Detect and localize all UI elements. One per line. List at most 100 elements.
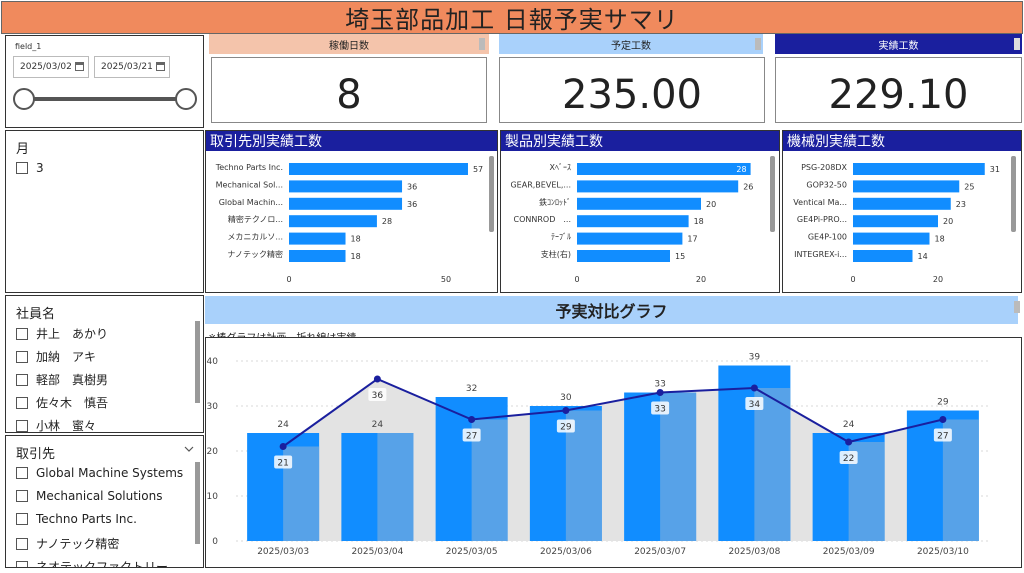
date-range-start-handle[interactable]: [13, 88, 35, 110]
kpi-actual-hours-value: 229.10: [828, 72, 969, 118]
checkbox[interactable]: [16, 350, 28, 363]
plan-data-label: 32: [466, 384, 477, 394]
actual-overlay: [660, 392, 697, 541]
x-tick-label: 2025/03/04: [351, 547, 403, 557]
kpi-handle[interactable]: [1014, 38, 1020, 50]
actual-point: [750, 384, 758, 392]
y-tick-label: 0: [212, 537, 218, 547]
plan-data-label: 33: [654, 380, 665, 390]
month-slicer-title: 月: [16, 142, 30, 157]
x-tick-label: 20: [696, 275, 706, 284]
bar-data-label: 26: [743, 182, 753, 191]
date-range-end-handle[interactable]: [175, 88, 197, 110]
employee-slicer-title: 社員名: [16, 307, 56, 322]
chevron-down-icon[interactable]: [184, 446, 194, 453]
client-bar-chart[interactable]: Techno Parts Inc. 57 Mechanical Sol... 36 Gl…: [206, 152, 497, 292]
employee-option[interactable]: 加納 アキ: [16, 348, 96, 365]
bar-category-label: Global Machin...: [219, 198, 283, 207]
checkbox[interactable]: [16, 327, 28, 340]
bar-data-label: 28: [382, 217, 392, 226]
actual-label-pill: [462, 428, 481, 442]
actual-overlay: [377, 433, 414, 541]
employee-option[interactable]: 軽部 真樹男: [16, 371, 108, 388]
kpi-working-days-value: 8: [336, 72, 362, 118]
bar: [289, 215, 377, 228]
bar-data-label: 57: [473, 165, 483, 174]
y-tick-label: 40: [207, 357, 219, 367]
client-option[interactable]: ナノテック精密: [16, 535, 119, 552]
checkbox[interactable]: [16, 467, 28, 479]
machine-bar-chart-title: 機械別実績工数: [783, 131, 1021, 151]
client-slicer: 取引先 Global Machine Systems Mechanical So…: [5, 435, 204, 568]
actual-label-pill: [933, 428, 952, 442]
bar-category-label: 鉄ｺﾝﾛｯﾄﾞ: [539, 197, 571, 207]
client-option-label: Mechanical Solutions: [36, 489, 163, 503]
kpi-handle[interactable]: [755, 38, 761, 50]
bar: [853, 215, 938, 228]
checkbox[interactable]: [16, 537, 28, 550]
checkbox[interactable]: [16, 560, 28, 567]
client-option[interactable]: Mechanical Solutions: [16, 489, 162, 503]
client-option[interactable]: Global Machine Systems: [16, 466, 183, 480]
end-date-value: 2025/03/21: [101, 62, 153, 72]
checkbox[interactable]: [16, 490, 28, 502]
x-tick-label: 2025/03/03: [257, 547, 309, 557]
actual-point: [468, 416, 476, 423]
bar-category-label: 精密テクノロ...: [228, 214, 283, 224]
checkbox[interactable]: [16, 373, 28, 386]
checkbox[interactable]: [16, 396, 28, 409]
product-bar-chart[interactable]: Xﾍﾞｰｽ 28 GEAR,BEVEL,... 26 鉄ｺﾝﾛｯﾄﾞ 20 CONNROD …: [501, 152, 779, 292]
month-option[interactable]: 3: [16, 161, 44, 175]
x-tick-label: 0: [850, 275, 855, 284]
chart-scrollbar: [489, 156, 494, 232]
date-slicer: field_1 2025/03/02 2025/03/21: [5, 35, 204, 128]
bar-category-label: GE4Pi-PRO...: [797, 215, 847, 224]
client-option[interactable]: Techno Parts Inc.: [16, 512, 137, 526]
employee-option[interactable]: 小林 蜜々: [16, 417, 96, 432]
client-bar-chart-panel: [205, 130, 498, 293]
calendar-icon[interactable]: [75, 62, 84, 71]
client-option-label: Techno Parts Inc.: [36, 512, 137, 526]
date-range-track[interactable]: [28, 97, 192, 101]
bar-category-label: INTEGREX-i...: [794, 250, 847, 259]
employee-option-label: 井上 あかり: [36, 327, 109, 341]
bar-data-label: 20: [706, 200, 716, 209]
client-option-label: Global Machine Systems: [36, 466, 184, 480]
bar: [289, 197, 403, 210]
client-slicer-scrollbar[interactable]: [195, 462, 200, 544]
checkbox[interactable]: [16, 419, 28, 432]
actual-label-pill: [651, 401, 670, 415]
bar-category-label: CONNROD ...: [514, 215, 572, 224]
checkbox[interactable]: [16, 162, 28, 174]
client-option-label: ナノテック精密: [36, 537, 120, 551]
bar: [853, 180, 960, 193]
y-tick-label: 20: [207, 447, 219, 457]
bar-data-label: 28: [736, 165, 746, 174]
kpi-working-days-card: 8: [211, 57, 487, 123]
bar: [577, 180, 739, 193]
employee-option[interactable]: 井上 あかり: [16, 325, 108, 342]
plan-data-label: 24: [843, 420, 855, 430]
kpi-handle[interactable]: [479, 38, 485, 50]
start-date-input[interactable]: 2025/03/02: [13, 56, 89, 78]
end-date-input[interactable]: 2025/03/21: [94, 56, 170, 78]
checkbox[interactable]: [16, 513, 28, 525]
actual-label-pill: [368, 388, 387, 401]
client-option[interactable]: ネオテックファクトリー: [16, 558, 168, 567]
employee-slicer-scrollbar[interactable]: [195, 321, 200, 403]
plan-data-label: 39: [749, 353, 761, 363]
employee-option[interactable]: 佐々木 慎吾: [16, 394, 108, 411]
x-tick-label: 2025/03/09: [823, 547, 875, 557]
bar: [289, 250, 346, 262]
combo-chart[interactable]: 0 10 20 30 40 24 24 32 30 33 39 24 29 21 36 27 29 33 34 22 2…: [206, 338, 1021, 567]
product-bar-chart-panel: [500, 130, 780, 293]
calendar-icon[interactable]: [156, 62, 165, 71]
month-slicer: 月 3: [5, 130, 204, 293]
actual-data-label: 33: [654, 405, 665, 415]
actual-point: [656, 389, 664, 396]
combo-handle[interactable]: [1014, 301, 1020, 313]
machine-bar-chart[interactable]: PSG-208DX 31 GOP32-50 25 Ventical Ma... 23 GE4…: [783, 152, 1021, 292]
combo-chart-title-text: 予実対比グラフ: [555, 302, 668, 321]
dashboard-title: 埼玉部品加工 日報予実サマリ: [345, 6, 679, 34]
bar-data-label: 25: [964, 182, 974, 191]
